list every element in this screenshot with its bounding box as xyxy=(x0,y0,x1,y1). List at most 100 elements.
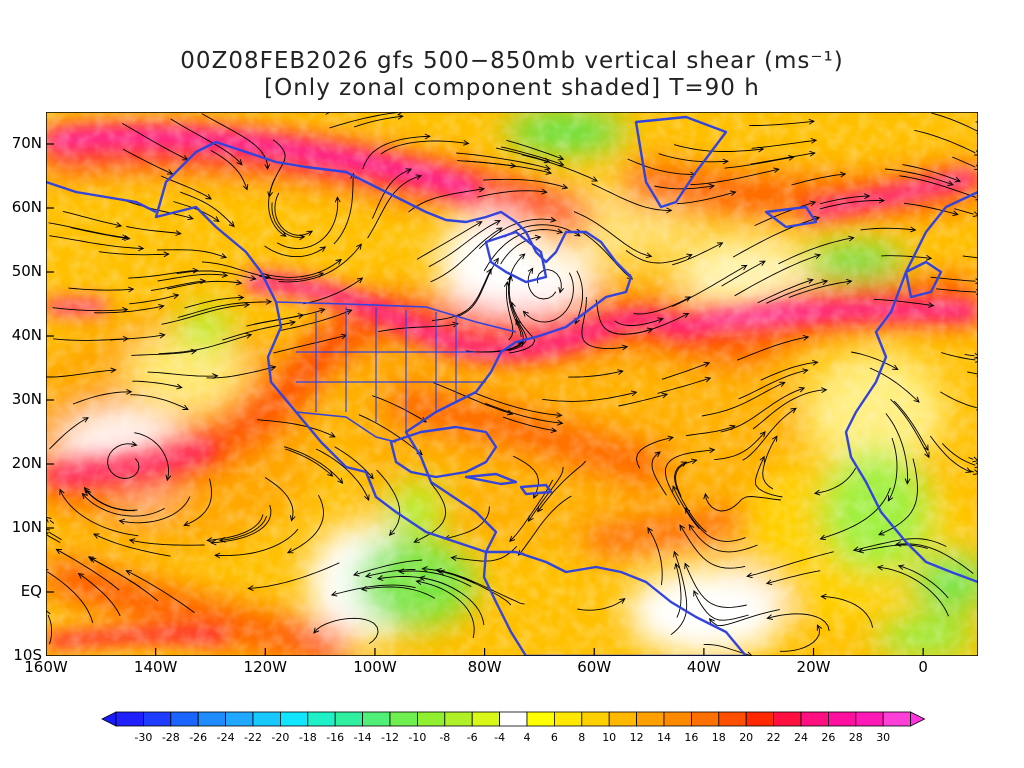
streamline xyxy=(506,139,564,160)
streamline-arrow xyxy=(765,579,773,586)
lon-tick-label: 20W xyxy=(796,658,831,676)
streamline-arrow xyxy=(773,167,780,174)
streamline-arrow xyxy=(897,564,905,570)
streamline xyxy=(690,168,779,186)
streamline-arrow xyxy=(365,572,372,579)
lon-tick-label: 140W xyxy=(133,658,178,676)
streamline-arrow xyxy=(87,556,95,562)
streamline xyxy=(820,487,891,540)
streamline-arrow xyxy=(802,334,810,341)
streamline xyxy=(62,210,122,227)
streamline xyxy=(720,387,805,433)
streamline xyxy=(518,495,572,556)
streamline xyxy=(82,493,165,517)
border-us-mexico xyxy=(295,411,397,443)
streamline xyxy=(688,524,758,553)
streamline-arrow xyxy=(124,235,131,241)
streamline-arrow xyxy=(809,200,817,207)
streamline-arrow xyxy=(682,312,690,319)
streamline xyxy=(483,178,568,189)
colorbar-swatch xyxy=(800,711,829,727)
streamline-arrow xyxy=(729,424,736,431)
streamline-arrow xyxy=(954,176,961,183)
lon-tick-label: 160W xyxy=(24,658,68,676)
streamline xyxy=(283,446,343,484)
streamline xyxy=(372,395,427,423)
streamline-arrow xyxy=(206,537,213,543)
streamline xyxy=(285,448,333,477)
lat-tick-label: 60N xyxy=(11,198,42,216)
colorbar-level-label: -24 xyxy=(216,731,235,744)
streamline xyxy=(478,218,556,250)
streamline-arrow xyxy=(367,472,374,480)
streamline xyxy=(851,351,899,370)
streamline-arrow xyxy=(779,381,786,387)
colorbar-swatch xyxy=(170,711,199,727)
streamline xyxy=(444,506,490,540)
colorbar-swatch xyxy=(745,711,775,727)
streamline xyxy=(664,449,715,506)
streamline xyxy=(877,566,949,617)
streamline-arrow xyxy=(813,216,821,222)
streamline xyxy=(657,377,711,394)
streamline xyxy=(788,280,852,299)
colorbar-level-label: 20 xyxy=(739,731,754,744)
streamline-arrow xyxy=(245,333,253,339)
streamline xyxy=(714,431,766,461)
streamline xyxy=(248,562,340,589)
streamline xyxy=(527,268,557,300)
streamline-arrow xyxy=(550,216,557,223)
streamline-arrow xyxy=(176,383,183,390)
streamline-arrow xyxy=(965,467,972,473)
streamline-arrow xyxy=(527,267,534,274)
streamline-arrow xyxy=(243,302,251,308)
streamline-arrow xyxy=(730,190,737,197)
colorbar-swatch xyxy=(389,711,418,727)
streamline xyxy=(778,237,854,265)
streamline-arrow xyxy=(654,451,661,458)
streamline-arrow xyxy=(110,367,117,374)
streamline xyxy=(220,516,268,541)
streamline-arrow xyxy=(476,221,483,227)
streamline xyxy=(331,584,416,596)
streamline xyxy=(521,154,598,182)
streamline-arrow xyxy=(236,159,243,166)
streamline-arrow xyxy=(821,279,829,285)
streamline xyxy=(819,195,870,205)
streamline-arrow xyxy=(808,118,816,125)
colorbar-level-label: -6 xyxy=(466,731,478,744)
streamline xyxy=(574,270,584,324)
streamline xyxy=(121,123,189,161)
coastline-british-isles xyxy=(904,260,943,299)
streamline-arrow xyxy=(364,494,370,502)
streamline-arrow xyxy=(228,221,235,228)
colorbar-swatch xyxy=(663,711,692,727)
colorbar-swatch xyxy=(499,711,528,727)
lon-tick-label: 0 xyxy=(918,658,928,676)
streamline-arrow xyxy=(848,235,855,242)
streamline-arrow xyxy=(166,169,174,175)
streamline xyxy=(122,148,173,175)
streamline-arrow xyxy=(83,486,90,494)
streamline-arrow xyxy=(159,332,166,339)
map-panel xyxy=(46,112,978,656)
streamline xyxy=(273,334,347,354)
streamline-arrow xyxy=(413,537,420,543)
colorbar-under-arrow xyxy=(101,711,117,727)
colorbar-level-label: -22 xyxy=(244,731,262,744)
streamline xyxy=(94,305,164,314)
streamline xyxy=(674,461,707,533)
streamline xyxy=(268,178,287,237)
streamline xyxy=(684,563,747,608)
streamline-arrow xyxy=(923,444,929,452)
streamline-arrow xyxy=(892,364,899,370)
streamline xyxy=(954,208,974,215)
streamline xyxy=(651,451,667,496)
streamline-arrow xyxy=(810,137,818,144)
streamline xyxy=(358,414,423,455)
shear-colorbar xyxy=(100,710,930,734)
streamline-arrow xyxy=(210,539,217,546)
colorbar-swatch xyxy=(279,711,309,727)
lat-tick-label: 20N xyxy=(11,454,42,472)
streamline-arrow xyxy=(125,570,133,576)
